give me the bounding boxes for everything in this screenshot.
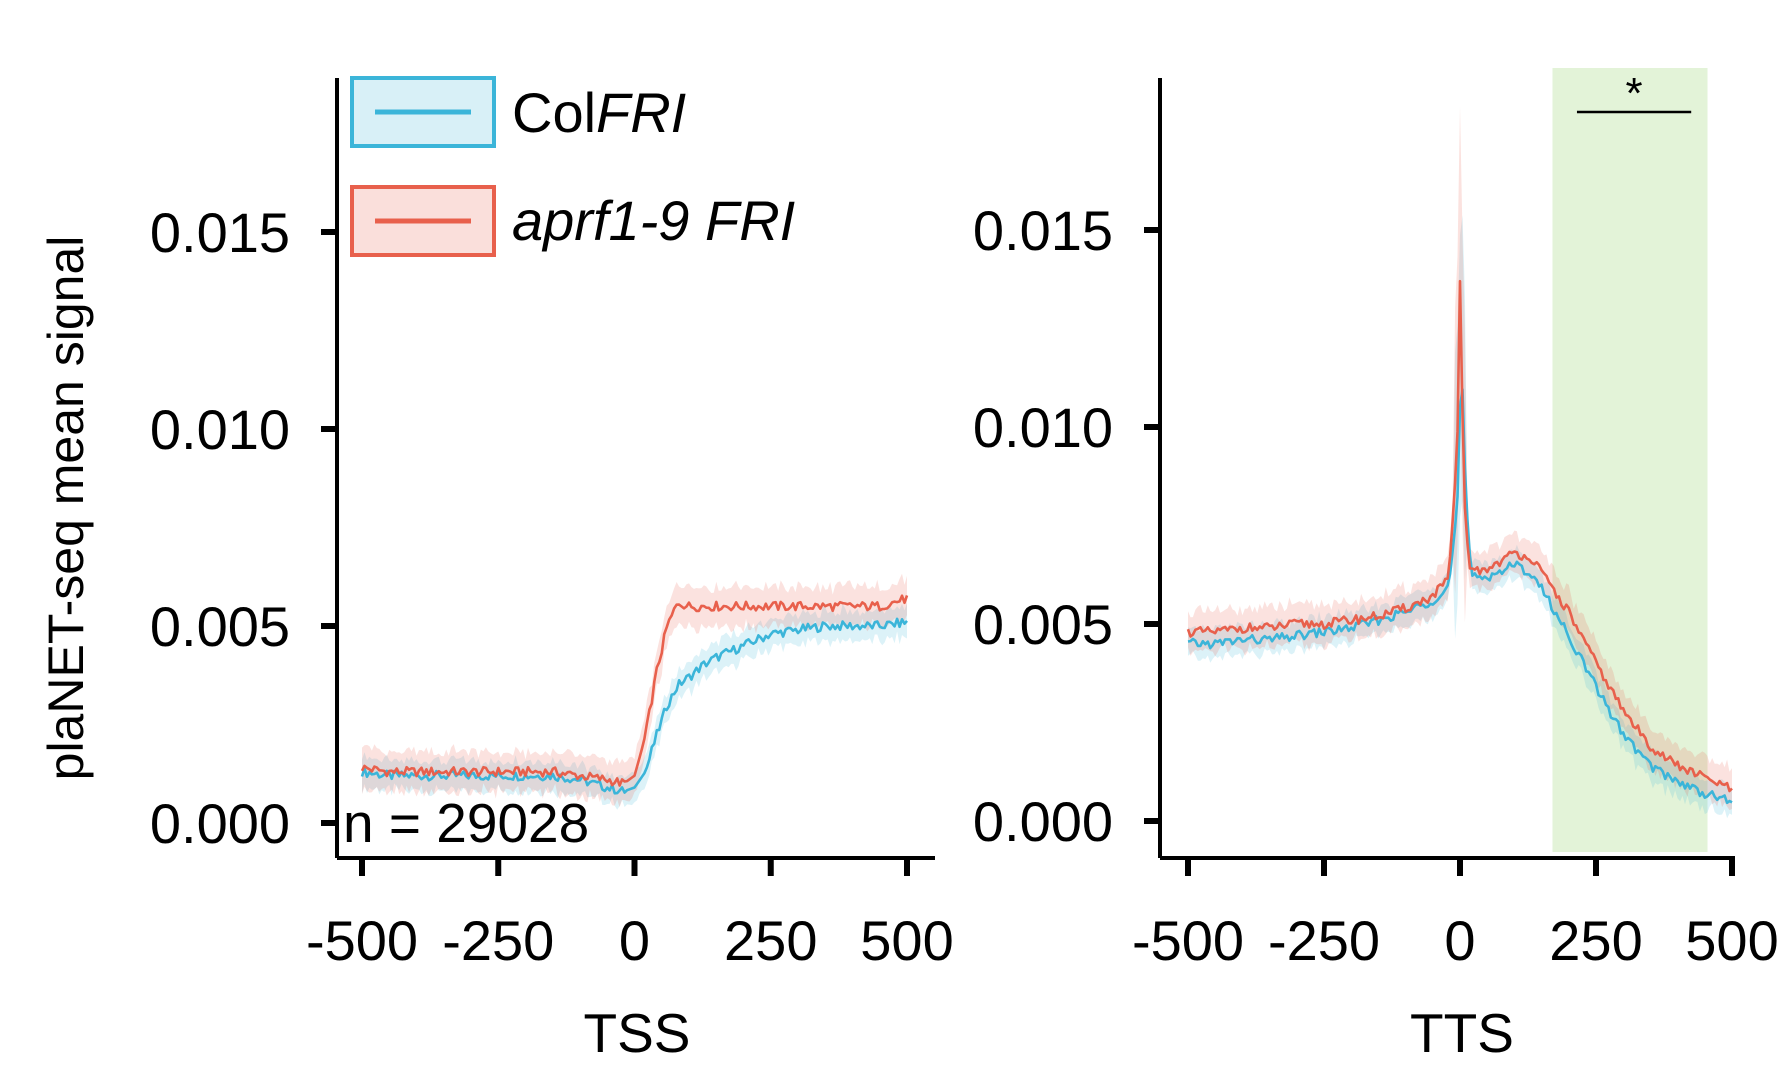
tts-panel: 0.000 0.005 0.010 0.015 -500 -250 0 250 500 * TTS [973, 68, 1779, 1064]
tss-y-tick-label: 0.015 [150, 201, 290, 264]
tss-x-tick-label: 500 [860, 909, 953, 972]
tss-band-colfri [362, 603, 907, 810]
tss-line-layer [360, 594, 909, 795]
tts-y-tick-label: 0.010 [973, 396, 1113, 459]
tts-highlight-region [1552, 68, 1708, 852]
legend-item-colfri: ColFRI [350, 76, 686, 148]
tss-x-tick-label: 0 [619, 909, 650, 972]
tss-sample-size-annotation: n = 29028 [343, 792, 589, 854]
tts-y-tick-label: 0.015 [973, 199, 1113, 262]
tss-y-tick-label: 0.005 [150, 595, 290, 658]
tts-x-tick-label: 0 [1444, 909, 1475, 972]
tts-significance-label: * [1626, 69, 1643, 118]
tts-background-layer [1552, 68, 1708, 852]
tts-line-aprf1-9-fri [1186, 279, 1733, 793]
legend-label-colfri-italic: FRI [596, 81, 686, 144]
tts-x-axis-label: TTS [1410, 1002, 1514, 1064]
legend: ColFRI aprf1-9 FRI [350, 76, 795, 257]
legend-label-colfri-plain: Col [512, 81, 596, 144]
tss-band-aprf1-9-fri [362, 573, 907, 808]
legend-label-aprf1-9-fri: aprf1-9 FRI [512, 189, 795, 252]
tss-y-tick-label: 0.000 [150, 792, 290, 855]
tss-band-layer [362, 573, 907, 810]
tts-y-tick-label: 0.000 [973, 790, 1113, 853]
tss-x-tick-label: -500 [306, 909, 418, 972]
tss-x-axis-label: TSS [584, 1002, 691, 1064]
tts-x-tick-label: 500 [1685, 909, 1778, 972]
legend-label-colfri: ColFRI [512, 81, 686, 144]
legend-item-aprf1-9-fri: aprf1-9 FRI [350, 185, 795, 257]
tts-axes-layer: 0.000 0.005 0.010 0.015 -500 -250 0 250 500 * [973, 69, 1779, 972]
tts-line-colfri [1187, 388, 1733, 805]
tss-x-tick-label: 250 [724, 909, 817, 972]
tts-y-tick-label: 0.005 [973, 593, 1113, 656]
tts-x-tick-label: -500 [1132, 909, 1244, 972]
tss-panel: 0.000 0.005 0.010 0.015 -500 -250 0 250 500 n = … [150, 78, 954, 1064]
tts-x-tick-label: -250 [1268, 909, 1380, 972]
tss-line-aprf1-9-fri [360, 594, 909, 787]
tss-y-tick-label: 0.010 [150, 398, 290, 461]
tts-x-tick-label: 250 [1549, 909, 1642, 972]
tss-x-tick-label: -250 [442, 909, 554, 972]
y-axis-label: plaNET-seq mean signal [38, 236, 94, 781]
tss-line-colfri [360, 617, 908, 795]
tss-axes-layer: 0.000 0.005 0.010 0.015 -500 -250 0 250 500 [150, 78, 954, 972]
tts-line-layer [1186, 279, 1733, 805]
